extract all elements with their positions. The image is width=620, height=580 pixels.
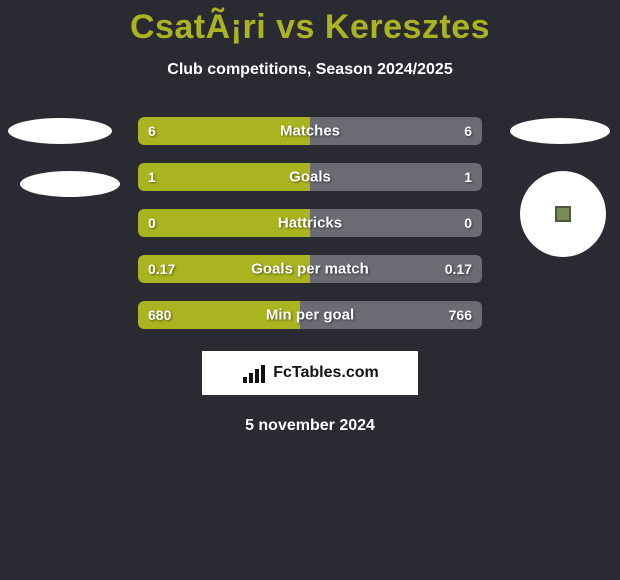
comparison-bars: 6 Matches 6 1 Goals 1 0 Hattricks 0 0.17… <box>138 117 482 329</box>
stat-value-right: 0 <box>464 215 472 231</box>
stat-row-matches: 6 Matches 6 <box>138 117 482 145</box>
stat-label: Min per goal <box>266 307 354 324</box>
stat-value-left: 680 <box>148 307 171 323</box>
stat-row-min-per-goal: 680 Min per goal 766 <box>138 301 482 329</box>
player-left-avatar-1 <box>8 118 112 144</box>
stat-value-left: 1 <box>148 169 156 185</box>
brand-text: FcTables.com <box>273 364 379 382</box>
date-text: 5 november 2024 <box>0 417 620 435</box>
stat-label: Matches <box>280 123 340 140</box>
comparison-content: 6 Matches 6 1 Goals 1 0 Hattricks 0 0.17… <box>0 117 620 435</box>
badge-icon <box>555 206 571 222</box>
stat-bar-right <box>310 163 482 191</box>
stat-value-left: 6 <box>148 123 156 139</box>
stat-bar-left <box>138 163 310 191</box>
subtitle: Club competitions, Season 2024/2025 <box>0 61 620 79</box>
stat-value-left: 0 <box>148 215 156 231</box>
stat-value-left: 0.17 <box>148 261 175 277</box>
brand-box: FcTables.com <box>202 351 418 395</box>
stat-row-hattricks: 0 Hattricks 0 <box>138 209 482 237</box>
player-right-avatar-circle <box>520 171 606 257</box>
player-left-avatar-2 <box>20 171 120 197</box>
stat-value-right: 0.17 <box>445 261 472 277</box>
stat-row-goals: 1 Goals 1 <box>138 163 482 191</box>
stat-label: Hattricks <box>278 215 342 232</box>
stat-value-right: 766 <box>449 307 472 323</box>
stat-label: Goals per match <box>251 261 369 278</box>
stat-row-goals-per-match: 0.17 Goals per match 0.17 <box>138 255 482 283</box>
player-right-avatar-1 <box>510 118 610 144</box>
stat-value-right: 1 <box>464 169 472 185</box>
brand-chart-icon <box>241 363 267 383</box>
page-title: CsatÃ¡ri vs Keresztes <box>0 0 620 47</box>
stat-label: Goals <box>289 169 331 186</box>
stat-value-right: 6 <box>464 123 472 139</box>
